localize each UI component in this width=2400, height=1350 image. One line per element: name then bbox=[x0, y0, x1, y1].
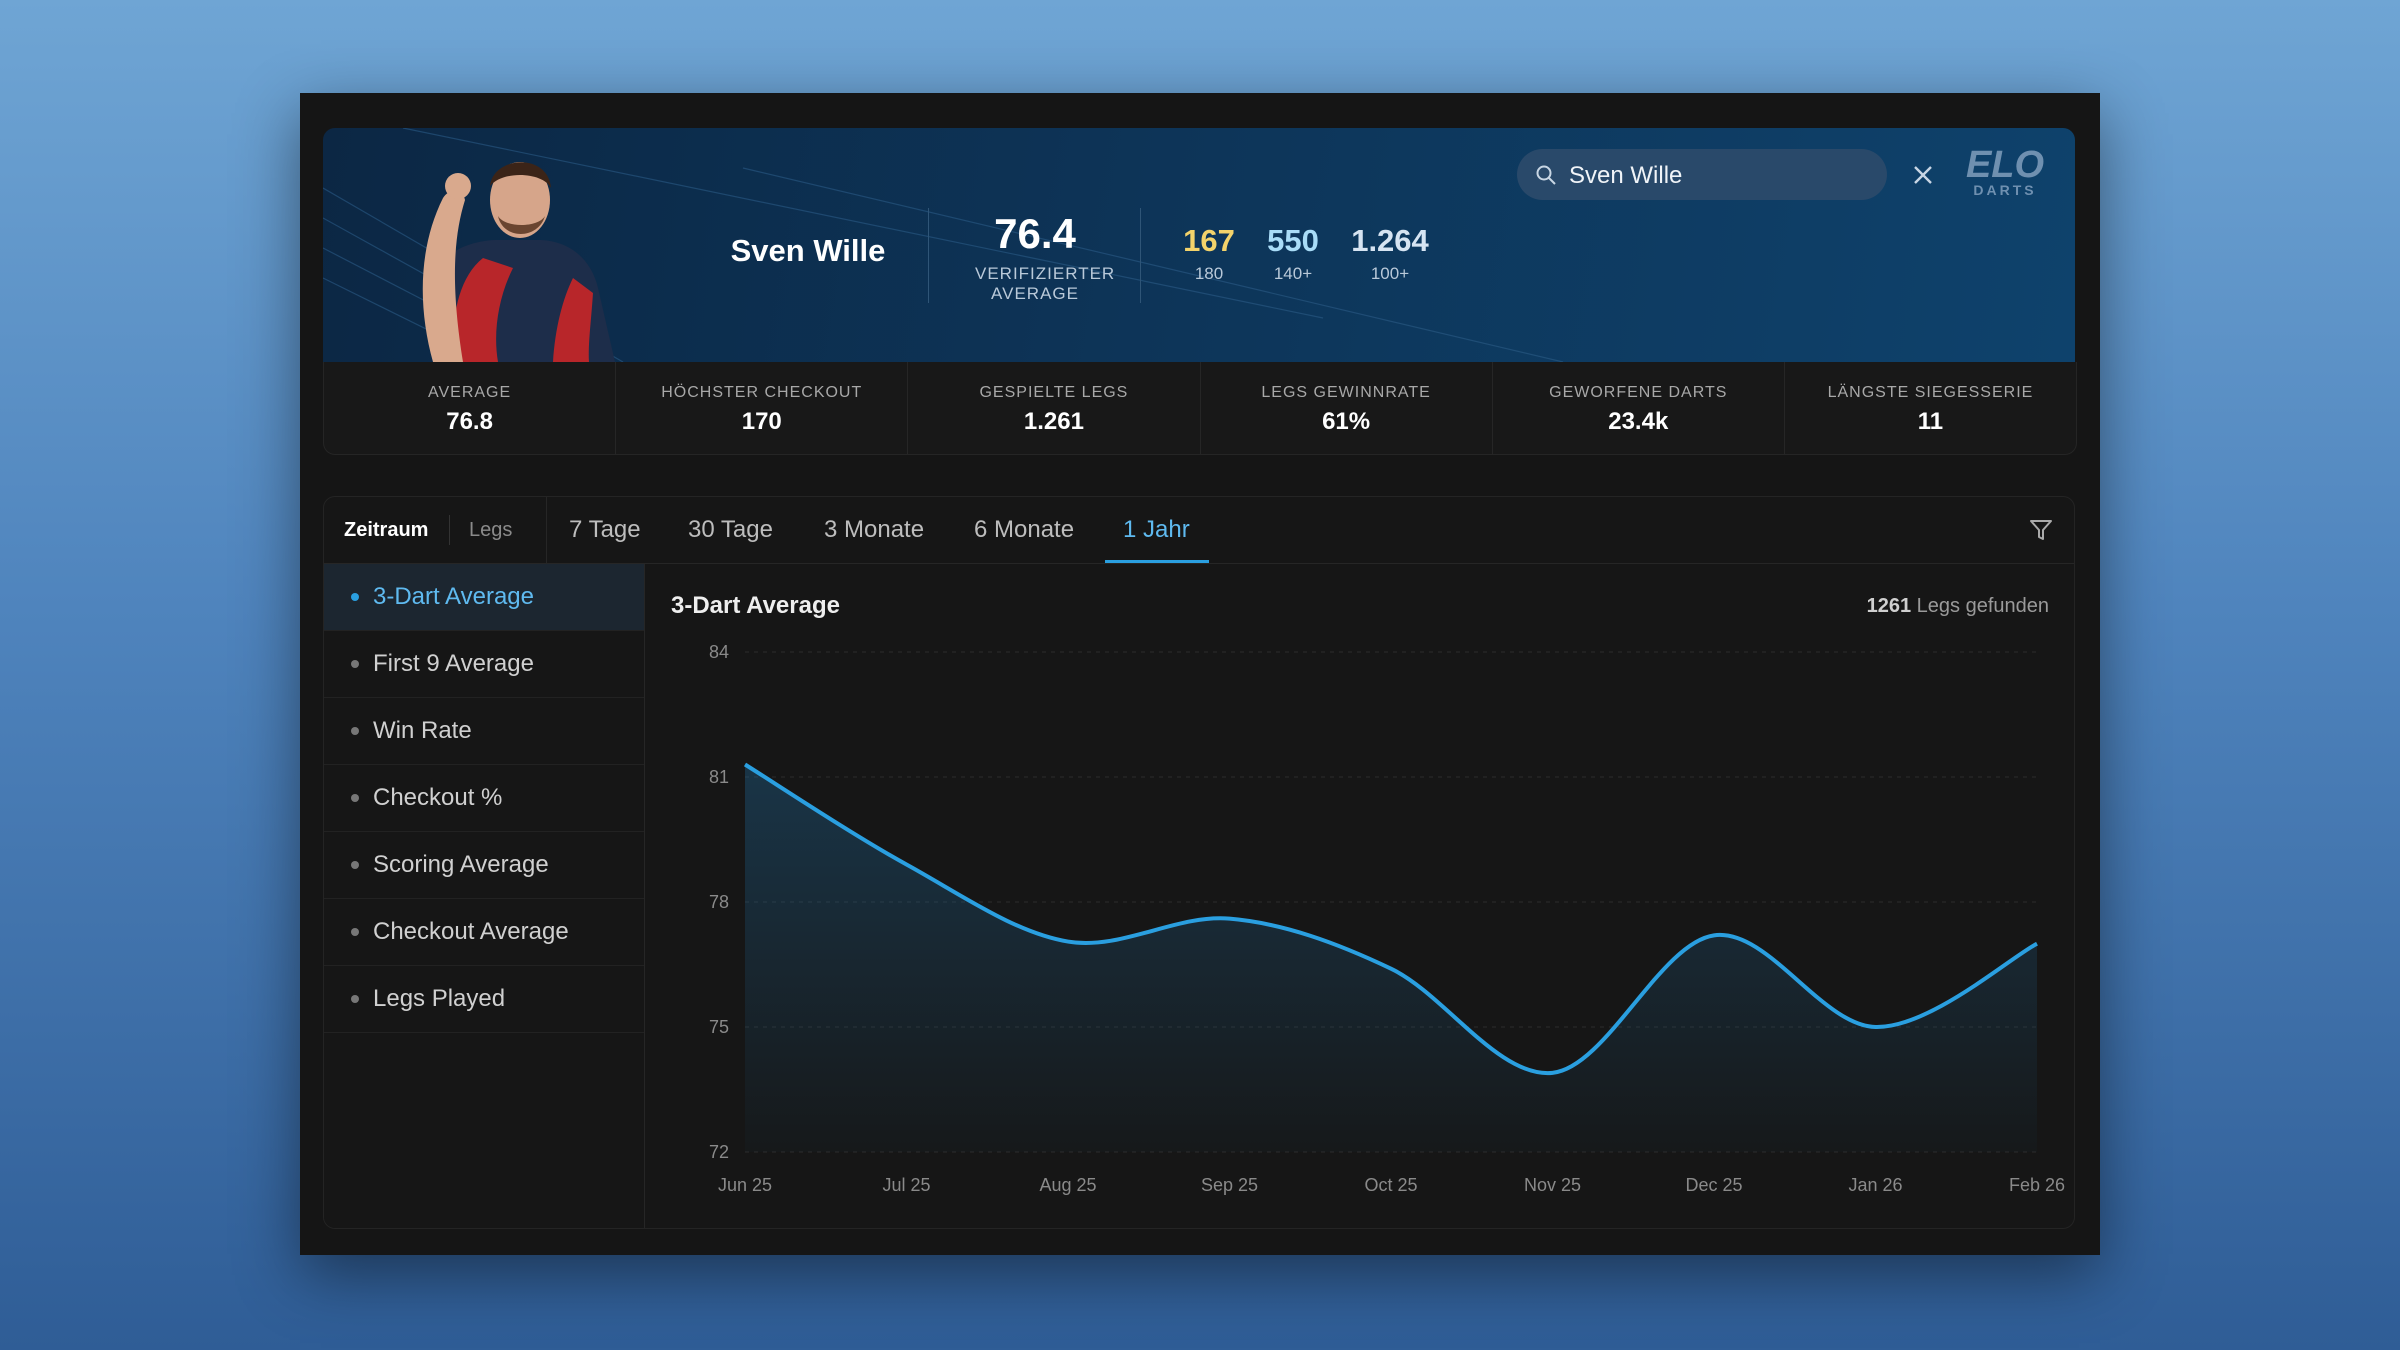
verified-average: 76.4 bbox=[994, 210, 1076, 257]
app-window: Sven Wille 76.4 VERIFIZIERTER AVERAGE Sv… bbox=[300, 93, 2100, 1255]
divider bbox=[546, 497, 547, 563]
x-tick-label: Jan 26 bbox=[1848, 1175, 1902, 1195]
stat-value: 1.261 bbox=[1023, 408, 1084, 435]
x-tick-label: Dec 25 bbox=[1685, 1175, 1742, 1195]
y-tick-label: 84 bbox=[709, 642, 729, 662]
metric-item[interactable]: Legs Played bbox=[324, 966, 644, 1033]
x-tick-label: Aug 25 bbox=[1039, 1175, 1096, 1195]
stat-value: 170 bbox=[741, 408, 782, 435]
x-tick-label: Feb 26 bbox=[2009, 1175, 2065, 1195]
stat-card: GESPIELTE LEGS 1.261 bbox=[908, 362, 1201, 454]
stat-card: LÄNGSTE SIEGESSERIE 11 bbox=[1785, 362, 2076, 454]
x-tick-label: Oct 25 bbox=[1364, 1175, 1417, 1195]
period-tab[interactable]: 1 Jahr bbox=[1123, 516, 1190, 543]
header-decoration bbox=[323, 128, 1564, 362]
line-chart: 72 75 78 81 84 Jun 25 Jul 25 Aug 25 Sep 25 Oct 25… bbox=[709, 642, 2065, 1195]
stat-label: AVERAGE bbox=[428, 384, 512, 401]
count-value: 167 bbox=[1183, 223, 1235, 258]
count-value: 550 bbox=[1267, 223, 1319, 258]
count-label: 140+ bbox=[1273, 264, 1313, 283]
bullet bbox=[351, 727, 359, 735]
stat-card: AVERAGE 76.8 bbox=[324, 362, 617, 454]
stats-row: AVERAGE 76.8 HÖCHSTER CHECKOUT 170 GESPIELTE… bbox=[323, 362, 2077, 455]
line bbox=[743, 762, 2038, 1075]
stat-card: GEWORFENE DARTS 23.4k bbox=[1493, 362, 1785, 454]
stat-value: 11 bbox=[1917, 408, 1944, 435]
metric-item[interactable]: Checkout Average bbox=[324, 899, 644, 966]
period-tab[interactable]: 7 Tage bbox=[569, 516, 641, 543]
stat-label: LEGS GEWINNRATE bbox=[1261, 384, 1431, 401]
bullet bbox=[351, 995, 359, 1003]
bullet bbox=[351, 660, 359, 668]
search-query: Sven Wille bbox=[1569, 162, 1683, 189]
bullet bbox=[351, 861, 359, 869]
metric-label: Checkout % bbox=[373, 784, 503, 811]
mode-tab[interactable]: Legs bbox=[469, 519, 513, 541]
clear-search[interactable] bbox=[1912, 164, 1934, 186]
period-tab[interactable]: 6 Monate bbox=[974, 516, 1075, 543]
metric-label: Checkout Average bbox=[373, 918, 569, 945]
player-photo bbox=[422, 162, 615, 362]
search-icon bbox=[1536, 165, 1556, 185]
player-header: Sven Wille 76.4 VERIFIZIERTER AVERAGE Sv… bbox=[323, 128, 2075, 362]
bullet bbox=[351, 928, 359, 936]
metric-label: Legs Played bbox=[373, 985, 506, 1012]
active-underline bbox=[1105, 560, 1209, 563]
analysis-panel: Zeitraum Legs 7 Tage 30 Tage 3 Monate 6 Monat… bbox=[323, 496, 2075, 1229]
legs-found: 1261 Legs gefunden bbox=[1867, 595, 2049, 618]
stat-label: HÖCHSTER CHECKOUT bbox=[661, 384, 863, 401]
x-tick-label: Nov 25 bbox=[1524, 1175, 1581, 1195]
mode-tab[interactable]: Zeitraum bbox=[344, 519, 429, 541]
player-name: Sven Wille bbox=[730, 233, 886, 268]
stat-value: 76.8 bbox=[446, 408, 493, 435]
legs-found-text: Legs gefunden bbox=[1916, 595, 2049, 617]
period-tab[interactable]: 30 Tage bbox=[688, 516, 773, 543]
stat-card: LEGS GEWINNRATE 61% bbox=[1201, 362, 1493, 454]
chart-title: 3-Dart Average bbox=[671, 592, 840, 619]
stat-label: GESPIELTE LEGS bbox=[979, 384, 1129, 401]
stat-label: GEWORFENE DARTS bbox=[1549, 384, 1728, 401]
metric-item[interactable]: Win Rate bbox=[324, 698, 644, 765]
stat-value: 61% bbox=[1322, 408, 1371, 435]
search-box[interactable]: Sven Wille bbox=[1517, 149, 1887, 200]
logo-sub: DARTS bbox=[1973, 182, 2037, 198]
count-label: 100+ bbox=[1370, 264, 1410, 283]
stat-value: 23.4k bbox=[1608, 408, 1669, 435]
metric-item[interactable]: 3-Dart Average bbox=[324, 564, 644, 631]
metric-list: 3-Dart Average First 9 Average Win Rate Che… bbox=[324, 564, 645, 1228]
y-tick-label: 78 bbox=[709, 892, 729, 912]
metric-label: 3-Dart Average bbox=[373, 583, 534, 610]
count-label: 180 bbox=[1194, 264, 1224, 283]
divider bbox=[449, 515, 450, 545]
divider bbox=[928, 208, 929, 303]
bullet bbox=[351, 794, 359, 802]
y-tick-label: 81 bbox=[709, 767, 729, 787]
period-tab[interactable]: 3 Monate bbox=[824, 516, 925, 543]
legs-found-count: 1261 bbox=[1866, 595, 1912, 617]
verified-average-label: VERIFIZIERTER AVERAGE bbox=[975, 264, 1116, 303]
metric-item[interactable]: First 9 Average bbox=[324, 631, 644, 698]
stat-label: LÄNGSTE SIEGESSERIE bbox=[1827, 384, 2034, 401]
metric-label: First 9 Average bbox=[373, 650, 534, 677]
stat-card: HÖCHSTER CHECKOUT 170 bbox=[616, 362, 909, 454]
divider bbox=[1140, 208, 1141, 303]
count-value: 1.264 bbox=[1351, 223, 1429, 258]
metric-item[interactable]: Scoring Average bbox=[324, 832, 644, 899]
area bbox=[745, 764, 2037, 1152]
metric-label: Win Rate bbox=[373, 717, 472, 744]
bullet bbox=[351, 593, 359, 601]
filter-tabs: Zeitraum Legs 7 Tage 30 Tage 3 Monate 6 Monat… bbox=[324, 497, 2074, 564]
logo: ELO bbox=[1965, 144, 2045, 186]
filter-icon[interactable] bbox=[2028, 517, 2054, 543]
x-tick-label: Jun 25 bbox=[718, 1175, 772, 1195]
x-tick-label: Jul 25 bbox=[882, 1175, 930, 1195]
y-tick-label: 72 bbox=[709, 1142, 729, 1162]
y-tick-label: 75 bbox=[709, 1017, 729, 1037]
metric-label: Scoring Average bbox=[373, 851, 549, 878]
metric-item[interactable]: Checkout % bbox=[324, 765, 644, 832]
x-tick-label: Sep 25 bbox=[1201, 1175, 1258, 1195]
